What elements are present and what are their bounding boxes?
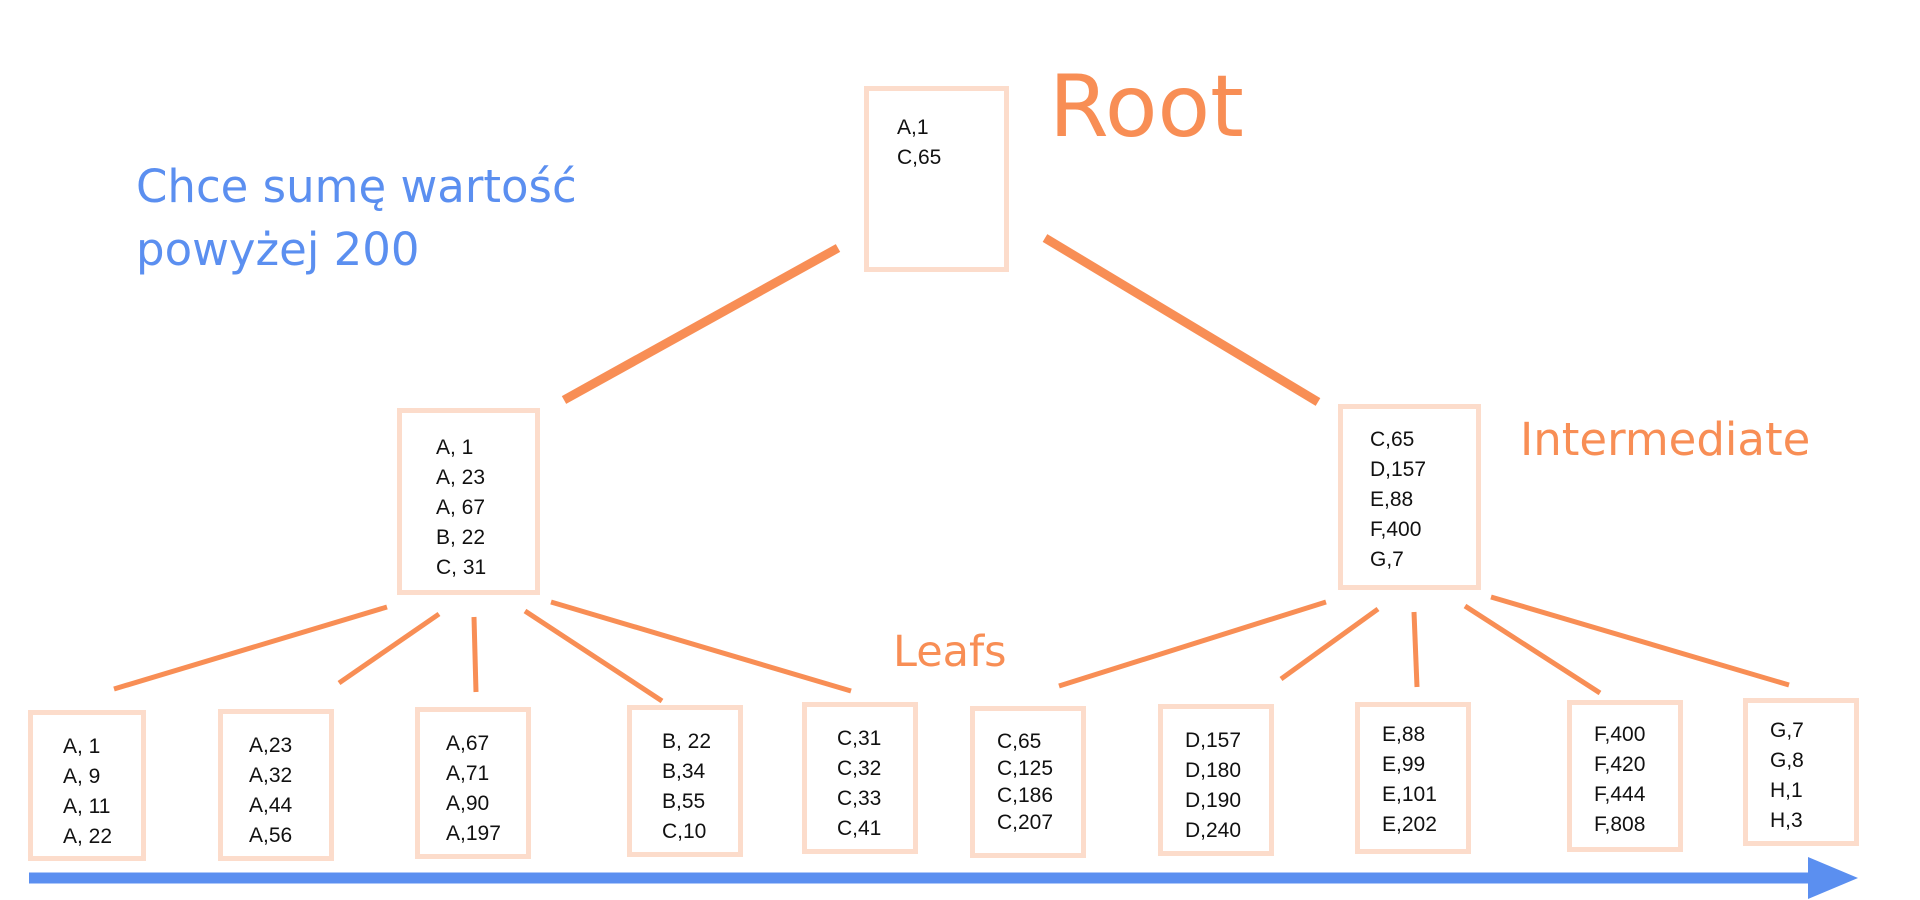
node-entry: F,400 [1370,518,1422,541]
node-entry: B,55 [662,790,706,813]
edge-root-to-left [561,244,841,404]
node-entry: A,1 [897,116,929,139]
node-entry: A, 1 [436,436,474,459]
node-entry: A,71 [446,762,490,785]
node-entry: C,125 [997,757,1054,780]
key-order-arrow-head [1808,857,1858,899]
node-entry: C, 31 [436,556,487,579]
node-entry: H,3 [1770,809,1803,832]
leaf-node-8: E,88 E,99 E,101 E,202 [1355,702,1471,854]
node-entry: C,10 [662,820,707,843]
node-entry: C,41 [837,817,882,840]
node-entry: B, 22 [662,730,712,753]
leaf-9-entries: F,400 F,420 F,444 F,808 [1594,720,1668,840]
leaf-2-entries: A,23 A,32 A,44 A,56 [249,731,319,851]
node-entry: E,99 [1382,753,1426,776]
node-entry: C,207 [997,811,1054,834]
edge-left-to-leaf-4 [523,608,664,704]
node-entry: G,7 [1770,719,1804,742]
leaf-node-6: C,65 C,125 C,186 C,207 [970,706,1086,858]
edge-root-to-right [1042,234,1321,406]
node-entry: C,31 [837,727,882,750]
node-entry: A, 22 [63,825,113,848]
leaf-node-7: D,157 D,180 D,190 D,240 [1158,704,1274,856]
node-entry: C,33 [837,787,882,810]
node-entry: F,444 [1594,783,1646,806]
node-entry: D,157 [1185,729,1242,752]
edge-right-to-leaf-6 [1058,599,1327,689]
node-entry: A, 9 [63,765,101,788]
question-line-2: powyżej 200 [136,223,420,276]
node-entry: F,420 [1594,753,1646,776]
node-entry: E,202 [1382,813,1437,836]
question-text: Chce sumę wartość powyżej 200 [136,155,577,281]
node-entry: A, 1 [63,735,101,758]
edge-right-to-leaf-9 [1463,603,1602,696]
node-entry: F,808 [1594,813,1646,836]
node-entry: C,32 [837,757,882,780]
leaf-8-entries: E,88 E,99 E,101 E,202 [1382,720,1456,840]
node-entry: E,88 [1382,723,1426,746]
node-entry: H,1 [1770,779,1803,802]
node-entry: A,197 [446,822,501,845]
intermediate-label: Intermediate [1520,413,1811,466]
leaf-6-entries: C,65 C,125 C,186 C,207 [997,728,1071,836]
node-entry: A, 23 [436,466,486,489]
node-entry: E,101 [1382,783,1437,806]
node-entry: F,400 [1594,723,1646,746]
intermediate-left-entries: A, 1 A, 23 A, 67 B, 22 C, 31 [436,433,525,583]
leaf-node-1: A, 1 A, 9 A, 11 A, 22 [28,710,146,861]
leaf-5-entries: C,31 C,32 C,33 C,41 [837,724,903,844]
leafs-label: Leafs [893,627,1007,677]
node-entry: D,190 [1185,789,1242,812]
node-entry: E,88 [1370,488,1414,511]
node-entry: D,240 [1185,819,1242,842]
leaf-node-10: G,7 G,8 H,1 H,3 [1743,698,1859,846]
node-entry: G,7 [1370,548,1404,571]
edge-left-to-leaf-5 [550,599,852,694]
node-entry: A,32 [249,764,293,787]
intermediate-node-right: C,65 D,157 E,88 F,400 G,7 [1338,404,1481,590]
node-entry: A,67 [446,732,490,755]
node-entry: A, 11 [63,795,111,818]
root-entries: A,1 C,65 [897,113,994,173]
node-entry: C,65 [897,146,942,169]
intermediate-node-left: A, 1 A, 23 A, 67 B, 22 C, 31 [397,408,540,595]
leaf-node-9: F,400 F,420 F,444 F,808 [1567,700,1683,852]
edge-right-to-leaf-8 [1411,611,1420,688]
edge-left-to-leaf-2 [337,611,441,686]
leaf-node-4: B, 22 B,34 B,55 C,10 [627,705,743,857]
leaf-4-entries: B, 22 B,34 B,55 C,10 [662,727,728,847]
edge-right-to-leaf-10 [1490,594,1790,688]
node-entry: B,34 [662,760,706,783]
question-line-1: Chce sumę wartość [136,160,577,213]
leaf-1-entries: A, 1 A, 9 A, 11 A, 22 [63,732,131,852]
edge-right-to-leaf-7 [1279,606,1380,682]
node-entry: A,44 [249,794,293,817]
node-entry: C,186 [997,784,1054,807]
node-entry: A, 67 [436,496,486,519]
leaf-3-entries: A,67 A,71 A,90 A,197 [446,729,516,849]
intermediate-right-entries: C,65 D,157 E,88 F,400 G,7 [1370,425,1466,575]
root-node: A,1 C,65 [864,86,1009,272]
leaf-10-entries: G,7 G,8 H,1 H,3 [1770,716,1844,836]
node-entry: D,157 [1370,458,1427,481]
node-entry: C,65 [1370,428,1415,451]
node-entry: A,56 [249,824,293,847]
node-entry: A,23 [249,734,293,757]
leaf-7-entries: D,157 D,180 D,190 D,240 [1185,726,1259,846]
root-label: Root [1049,57,1244,157]
edge-left-to-leaf-3 [471,616,479,693]
node-entry: B, 22 [436,526,486,549]
node-entry: D,180 [1185,759,1242,782]
node-entry: A,90 [446,792,490,815]
leaf-node-3: A,67 A,71 A,90 A,197 [415,707,531,859]
leaf-node-2: A,23 A,32 A,44 A,56 [218,709,334,861]
leaf-node-5: C,31 C,32 C,33 C,41 [802,702,918,854]
node-entry: C,65 [997,730,1042,753]
node-entry: G,8 [1770,749,1804,772]
edge-left-to-leaf-1 [113,604,388,692]
